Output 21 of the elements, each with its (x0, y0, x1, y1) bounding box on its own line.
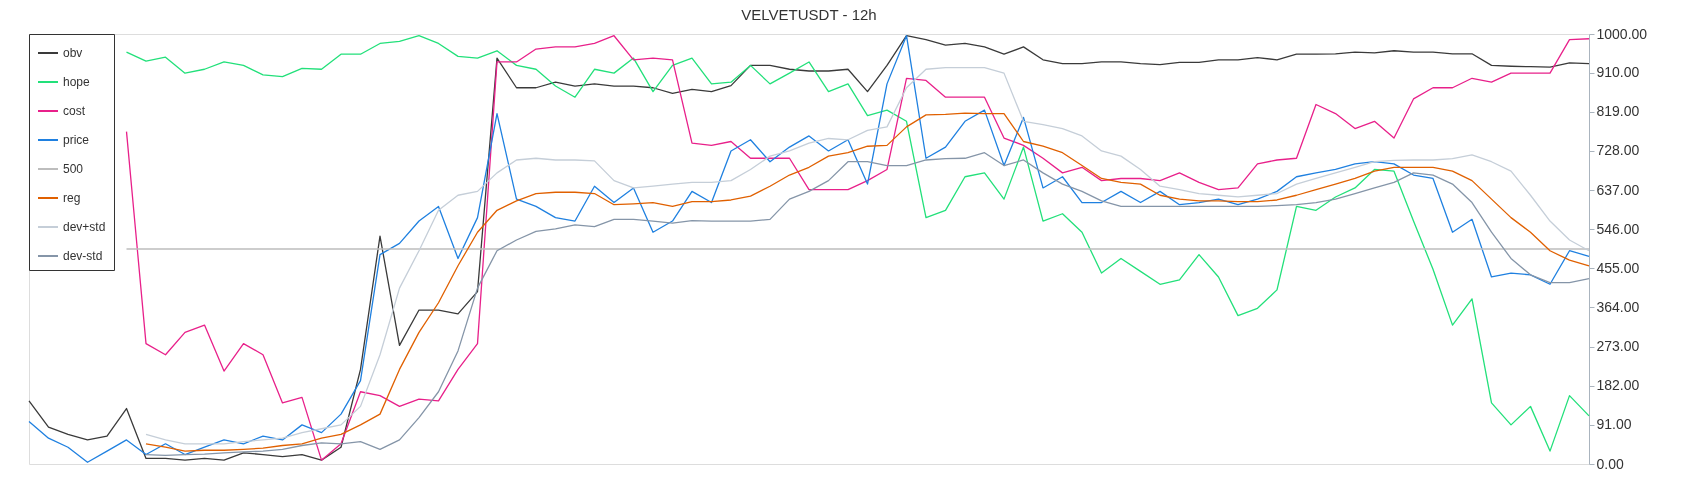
y-tick-label: 819.00 (1596, 103, 1640, 120)
y-tick-label: 910.00 (1596, 64, 1640, 81)
legend-label: hope (63, 75, 91, 89)
legend-label: dev-std (63, 249, 103, 263)
y-tick-label: 273.00 (1596, 338, 1640, 355)
chart-title: VELVETUSDT - 12h (741, 6, 877, 23)
y-tick-label: 728.00 (1596, 142, 1640, 159)
legend-label: obv (63, 46, 83, 60)
y-tick-label: 364.00 (1596, 298, 1640, 315)
y-tick-label: 182.00 (1596, 377, 1640, 394)
y-tick-label: 1000.00 (1596, 25, 1648, 42)
legend-label: dev+std (63, 220, 106, 234)
y-tick-label: 637.00 (1596, 181, 1640, 198)
legend-label: cost (63, 104, 86, 118)
y-tick-label: 455.00 (1596, 259, 1640, 276)
legend-label: reg (63, 191, 81, 205)
y-tick-label: 546.00 (1596, 220, 1640, 237)
y-tick-label: 91.00 (1596, 416, 1632, 433)
legend-label: 500 (63, 162, 84, 176)
legend-label: price (63, 133, 90, 147)
y-tick-label: 0.00 (1596, 455, 1624, 472)
